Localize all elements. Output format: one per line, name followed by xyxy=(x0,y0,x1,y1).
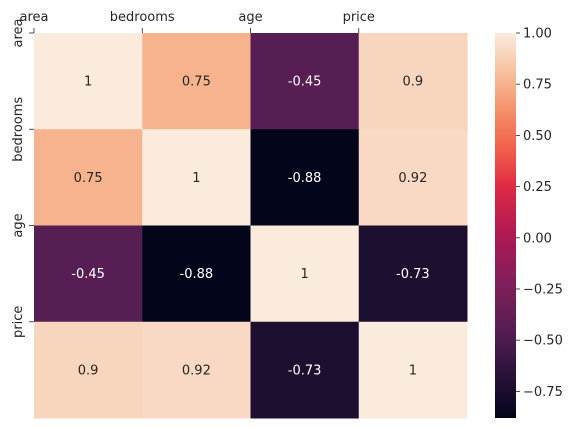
colorbar-tick-label: 1.00 xyxy=(523,27,552,42)
heatmap-cell xyxy=(34,33,143,130)
cell-value-label: -0.45 xyxy=(71,267,105,282)
y-tick-label: price xyxy=(11,306,26,338)
cell-value-label: 0.92 xyxy=(398,171,427,186)
colorbar-tick-label: 0.50 xyxy=(523,129,552,144)
colorbar-tick-label: 0.25 xyxy=(523,180,552,195)
colorbar-gradient xyxy=(495,33,516,418)
cell-value-label: 1 xyxy=(192,171,200,186)
heatmap-cell xyxy=(358,225,468,323)
x-axis-ticks: area bedrooms age price xyxy=(20,10,375,33)
heatmap-cell xyxy=(358,129,468,226)
colorbar-tick-label: 0.75 xyxy=(523,78,552,93)
cell-value-label: 1 xyxy=(300,267,308,282)
x-tick-label: price xyxy=(343,10,375,25)
y-tick-label: area xyxy=(11,19,26,48)
heatmap-cell xyxy=(34,321,143,419)
cell-value-label: 1 xyxy=(409,363,417,378)
cell-value-label: -0.73 xyxy=(288,363,322,378)
cell-value-label: -0.45 xyxy=(288,75,322,90)
cell-value-label: 0.75 xyxy=(182,75,211,90)
y-axis-ticks: area bedrooms age price xyxy=(11,19,34,338)
x-tick-label: area xyxy=(20,10,49,25)
heatmap-cell xyxy=(142,321,251,419)
heatmap-cell xyxy=(142,33,251,130)
cell-annotations: 1 0.75 -0.45 0.9 0.75 1 -0.88 0.92 -0.45 -0.88 1 -0… xyxy=(71,75,429,379)
y-tick-label: bedrooms xyxy=(11,97,26,162)
heatmap-cell xyxy=(358,321,468,419)
colorbar-tick-label: −0.25 xyxy=(523,282,563,297)
cell-value-label: 1 xyxy=(84,75,92,90)
heatmap-cell xyxy=(250,321,360,419)
y-tick-label: age xyxy=(11,213,26,237)
heatmap-cell xyxy=(34,225,143,323)
heatmap-cell xyxy=(250,129,360,226)
cell-value-label: 0.9 xyxy=(403,75,424,90)
cell-value-label: 0.92 xyxy=(182,363,211,378)
colorbar-tick-label: −0.50 xyxy=(523,334,563,349)
heatmap-cell xyxy=(142,225,251,323)
heatmap-cell xyxy=(250,225,360,323)
cell-value-label: -0.73 xyxy=(396,267,430,282)
cell-value-label: 0.9 xyxy=(78,363,99,378)
heatmap-cells xyxy=(34,33,468,419)
heatmap-cell xyxy=(250,33,360,130)
heatmap-cell xyxy=(358,33,468,130)
cell-value-label: -0.88 xyxy=(288,171,322,186)
cell-value-label: 0.75 xyxy=(74,171,103,186)
colorbar: 1.00 0.75 0.50 0.25 0.00 −0.25 −0.50 −0.75 xyxy=(495,27,563,418)
heatmap-cell xyxy=(142,129,251,226)
heatmap-cell xyxy=(34,129,143,226)
cell-value-label: -0.88 xyxy=(180,267,214,282)
colorbar-tick-label: −0.75 xyxy=(523,385,563,400)
x-tick-label: age xyxy=(238,10,262,25)
x-tick-label: bedrooms xyxy=(110,10,175,25)
colorbar-tick-label: 0.00 xyxy=(523,231,552,246)
